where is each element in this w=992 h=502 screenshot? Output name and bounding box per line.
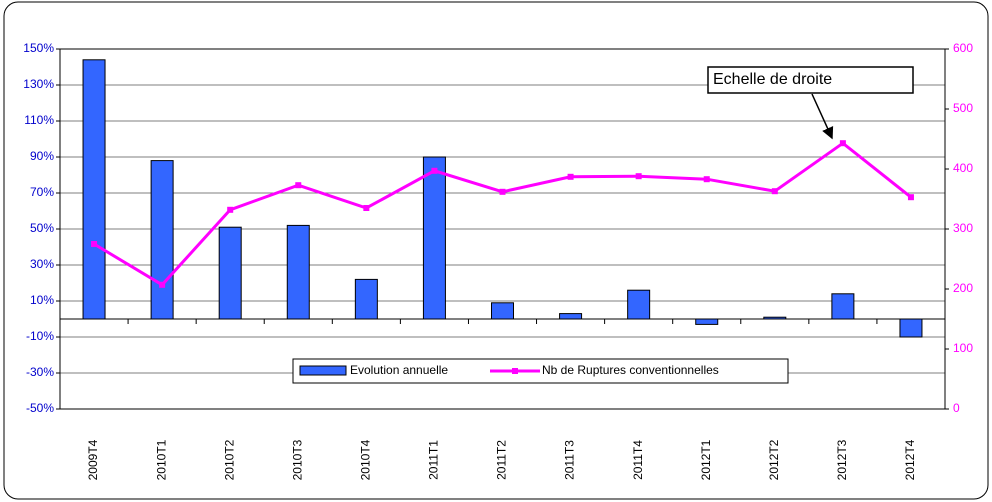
y-tick-label: 10% [30, 293, 54, 307]
x-tick-label: 2012T4 [903, 439, 917, 480]
bar [491, 302, 514, 320]
legend-swatch [299, 365, 347, 376]
line-marker [499, 188, 506, 195]
y-tick-label: 30% [30, 257, 54, 271]
x-tick-label: 2010T4 [359, 439, 373, 480]
bar [831, 293, 855, 320]
x-tick-label: 2012T3 [835, 439, 849, 480]
y2-tick-label: 500 [953, 101, 973, 115]
line-marker [431, 167, 438, 174]
bar [695, 318, 719, 325]
bar [899, 318, 923, 338]
y-tick-label: 130% [23, 77, 54, 91]
y-tick-label: 70% [30, 185, 54, 199]
line-marker [635, 173, 642, 180]
legend-box [292, 358, 789, 384]
x-tick-label: 2011T2 [495, 440, 509, 480]
bar [354, 278, 378, 320]
bar [559, 313, 583, 320]
y-tick-label: -50% [26, 401, 54, 415]
x-tick-label: 2012T1 [699, 439, 713, 480]
annotation: Echelle de droite [713, 71, 832, 88]
x-tick-label: 2009T4 [86, 439, 100, 480]
x-tick-label: 2011T1 [427, 440, 441, 480]
y-tick-label: -10% [26, 329, 54, 343]
legend-swatch [512, 368, 518, 374]
line-marker [839, 140, 846, 147]
y-tick-label: -30% [26, 365, 54, 379]
y2-tick-label: 0 [953, 401, 960, 415]
bar [627, 289, 651, 320]
line-marker [703, 176, 710, 183]
line-marker [771, 188, 778, 195]
x-tick-label: 2010T2 [222, 439, 236, 480]
line-marker [907, 194, 914, 201]
line-marker [227, 206, 234, 213]
bar [422, 156, 446, 320]
line-marker [91, 241, 98, 247]
y-tick-label: 50% [30, 221, 54, 235]
x-tick-label: 2010T3 [290, 439, 304, 480]
legend-label: Nb de Ruptures conventionnelles [542, 363, 719, 377]
bar [218, 226, 242, 320]
bar [82, 59, 106, 320]
y2-tick-label: 400 [953, 161, 973, 175]
x-tick-label: 2012T2 [767, 439, 781, 480]
y2-tick-label: 300 [953, 221, 973, 235]
line-marker [295, 182, 302, 189]
bar [763, 316, 787, 320]
x-tick-label: 2011T3 [563, 440, 577, 480]
bar [150, 160, 174, 320]
y-tick-label: 150% [23, 41, 54, 55]
bar [286, 224, 310, 320]
y2-tick-label: 100 [953, 341, 973, 355]
y-tick-label: 110% [24, 113, 54, 127]
x-tick-label: 2011T4 [631, 440, 645, 480]
legend-label: Evolution annuelle [350, 363, 448, 377]
x-tick-label: 2010T1 [154, 439, 168, 480]
annotation-arrow [811, 93, 834, 140]
annotation-box [707, 66, 914, 94]
y-tick-label: 90% [30, 149, 54, 163]
line-marker [363, 205, 370, 211]
y2-tick-label: 600 [953, 41, 973, 55]
line-marker [567, 173, 574, 180]
y2-tick-label: 200 [953, 281, 973, 295]
line-marker [159, 281, 166, 288]
